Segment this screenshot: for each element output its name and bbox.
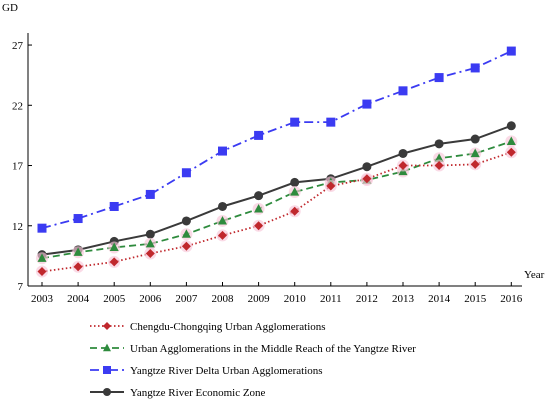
axis-ticks: 7 12 17 22 27 2003 2004 2005 2006 2007 2008 2009 201…	[12, 40, 523, 305]
data-point	[326, 181, 336, 191]
data-point	[470, 134, 480, 144]
data-point	[145, 229, 155, 239]
data-point	[506, 147, 516, 157]
legend-marker	[103, 366, 111, 374]
x-tick-label: 2014	[428, 293, 451, 305]
legend-marker	[103, 322, 111, 330]
data-point	[109, 201, 119, 211]
series-2	[37, 46, 516, 233]
data-point	[290, 206, 300, 216]
y-tick-label: 12	[12, 221, 23, 233]
data-point	[218, 201, 227, 211]
y-tick-label: 27	[12, 40, 24, 52]
x-tick-label: 2006	[139, 293, 162, 305]
data-point	[506, 121, 516, 131]
data-point	[181, 168, 191, 178]
data-point	[109, 257, 119, 267]
data-point	[181, 241, 191, 251]
legend-marker	[103, 343, 111, 352]
data-point	[362, 174, 372, 184]
x-tick-label: 2009	[248, 293, 271, 305]
axes: GD Year	[2, 2, 545, 287]
data-point	[37, 253, 47, 262]
data-point	[145, 248, 155, 258]
x-tick-label: 2007	[175, 293, 198, 305]
legend-label: Yangtze River Delta Urban Agglomerations	[130, 365, 323, 377]
data-point	[290, 177, 300, 187]
y-tick-label: 7	[18, 281, 24, 293]
legend-item: Chengdu-Chongqing Urban Agglomerations	[90, 321, 326, 333]
legend-item: Urban Agglomerations in the Middle Reach…	[90, 343, 416, 355]
data-point	[145, 189, 155, 199]
x-tick-label: 2004	[67, 293, 90, 305]
series-group	[36, 46, 518, 278]
data-point	[398, 161, 408, 171]
x-tick-label: 2013	[392, 293, 415, 305]
data-point	[362, 162, 372, 172]
data-point	[362, 99, 372, 109]
data-point	[73, 247, 83, 256]
data-point	[218, 146, 227, 156]
legend-label: Yangtze River Economic Zone	[130, 387, 266, 399]
data-point	[73, 214, 83, 224]
x-tick-label: 2011	[320, 293, 342, 305]
data-point	[434, 139, 444, 149]
series-line	[41, 50, 512, 230]
x-tick-label: 2016	[500, 293, 523, 305]
data-point	[506, 136, 516, 146]
data-point	[434, 161, 444, 171]
series-3	[37, 121, 516, 260]
data-point	[470, 159, 480, 169]
data-point	[145, 238, 155, 248]
x-tick-label: 2003	[31, 293, 54, 305]
series-line	[41, 151, 512, 273]
y-tick-label: 17	[12, 161, 24, 173]
data-point	[326, 117, 336, 127]
data-point	[109, 242, 119, 252]
data-point	[73, 262, 83, 272]
x-tick-label: 2005	[103, 293, 126, 305]
x-tick-label: 2008	[212, 293, 235, 305]
data-point	[398, 148, 408, 158]
data-point	[506, 46, 516, 56]
series-line	[41, 140, 512, 260]
x-tick-label: 2012	[356, 293, 378, 305]
data-point	[218, 215, 227, 225]
x-tick-label: 2010	[284, 293, 307, 305]
x-tick-label: 2015	[464, 293, 487, 305]
data-point	[37, 267, 47, 277]
data-point	[434, 73, 444, 83]
legend-label: Chengdu-Chongqing Urban Agglomerations	[130, 321, 326, 333]
data-point	[218, 230, 227, 240]
series-0	[36, 146, 518, 278]
legend-label: Urban Agglomerations in the Middle Reach…	[130, 343, 416, 355]
y-axis-title: GD	[2, 2, 18, 14]
y-tick-label: 22	[12, 100, 23, 112]
data-point	[398, 86, 408, 96]
legend-item: Yangtze River Delta Urban Agglomerations	[90, 365, 323, 377]
data-point	[254, 191, 264, 201]
data-point	[470, 63, 480, 73]
data-point	[254, 130, 264, 140]
data-point	[254, 221, 264, 231]
legend-item: Yangtze River Economic Zone	[90, 387, 266, 399]
data-point	[290, 187, 300, 196]
data-point	[254, 203, 264, 213]
legend-marker	[103, 388, 111, 396]
data-point	[181, 216, 191, 226]
series-line	[41, 124, 512, 256]
x-axis-title: Year	[524, 269, 545, 281]
data-point	[470, 148, 480, 158]
series-1	[36, 135, 518, 265]
data-point	[434, 153, 444, 162]
data-point	[181, 229, 191, 238]
legend: Chengdu-Chongqing Urban Agglomerations Ur…	[90, 321, 416, 399]
data-point	[290, 117, 300, 127]
data-point	[37, 223, 47, 233]
